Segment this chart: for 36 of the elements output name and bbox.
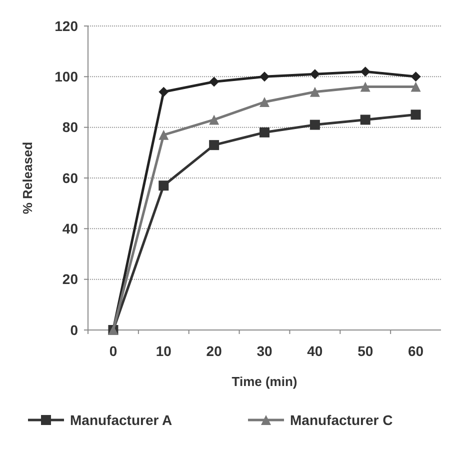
point: [260, 97, 270, 107]
y-tick-label: 20: [62, 271, 78, 288]
point: [410, 82, 421, 92]
x-tick-label: 40: [307, 343, 323, 359]
x-tick-label: 50: [358, 343, 374, 359]
point: [209, 76, 220, 87]
y-axis-title: % Released: [20, 142, 35, 214]
point: [310, 120, 320, 130]
point: [260, 127, 270, 138]
point: [360, 82, 370, 92]
point: [360, 114, 370, 125]
y-tick-label: 0: [70, 322, 78, 338]
point: [158, 86, 169, 97]
y-tick-label: 80: [62, 119, 78, 136]
x-tick-label: 60: [408, 343, 424, 359]
point: [158, 180, 169, 191]
x-tick-label: 0: [109, 343, 118, 359]
legend-label: Manufacturer C: [290, 412, 393, 428]
point: [310, 86, 320, 97]
point: [410, 110, 421, 120]
point: [158, 130, 169, 140]
x-tick-label: 20: [206, 343, 222, 359]
point: [209, 140, 220, 150]
y-tick-label: 60: [62, 170, 78, 186]
point: [209, 114, 220, 125]
point: [360, 66, 370, 77]
y-tick-label: 40: [62, 220, 78, 237]
x-tick-label: 30: [256, 343, 272, 359]
point: [410, 72, 421, 82]
y-tick-label: 120: [54, 18, 78, 34]
x-tick-label: 10: [156, 343, 172, 359]
y-tick-label: 100: [54, 68, 78, 85]
x-axis-title: Time (min): [232, 374, 298, 389]
point: [260, 72, 270, 82]
legend-label: Manufacturer A: [70, 412, 172, 428]
point: [310, 69, 320, 80]
